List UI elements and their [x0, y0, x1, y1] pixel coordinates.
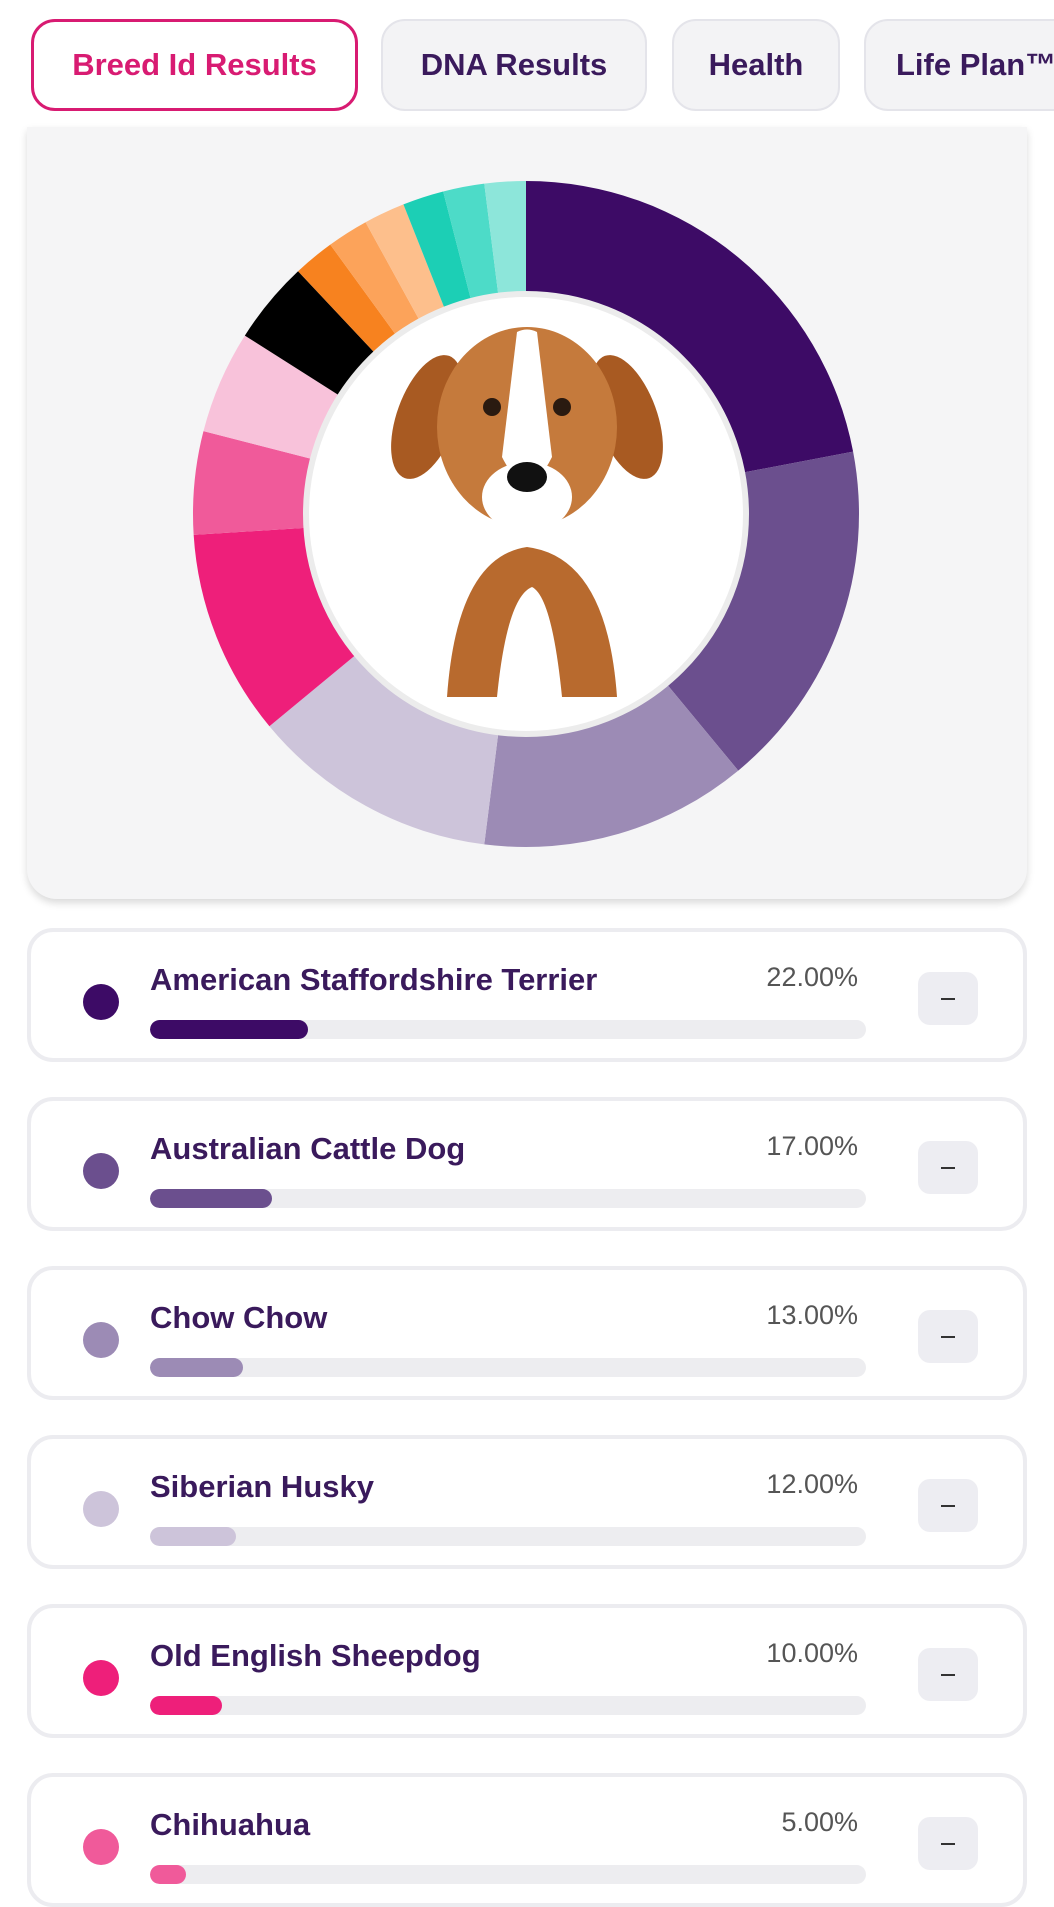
donut-segment [269, 647, 500, 845]
collapse-button[interactable] [918, 1141, 978, 1194]
breed-percent: 13.00% [766, 1300, 858, 1330]
breed-row: Chihuahua 5.00% [27, 1773, 1027, 1907]
color-dot [83, 1322, 119, 1358]
breed-name: Australian Cattle Dog [150, 1131, 466, 1166]
breed-row: Old English Sheepdog 10.00% [27, 1604, 1027, 1738]
breed-percent: 12.00% [766, 1469, 858, 1499]
breed-row: Australian Cattle Dog 17.00% [27, 1097, 1027, 1231]
donut-segment [403, 191, 474, 319]
progress-track [150, 1865, 866, 1884]
breed-name: Chow Chow [150, 1300, 328, 1335]
progress-bar [150, 1020, 308, 1039]
breed-percent: 5.00% [781, 1807, 858, 1837]
donut-segment [193, 431, 323, 535]
breed-name: Siberian Husky [150, 1469, 374, 1504]
progress-track [150, 1696, 866, 1715]
progress-bar [150, 1865, 186, 1884]
progress-track [150, 1527, 866, 1546]
chart-card [27, 127, 1027, 899]
color-dot [83, 1829, 119, 1865]
progress-bar [150, 1527, 236, 1546]
tab[interactable]: Breed Id Results [31, 19, 358, 111]
color-dot [83, 1491, 119, 1527]
collapse-button[interactable] [918, 1817, 978, 1870]
color-dot [83, 984, 119, 1020]
color-dot [83, 1660, 119, 1696]
donut-segment [484, 675, 739, 848]
collapse-button[interactable] [918, 1310, 978, 1363]
progress-bar [150, 1189, 272, 1208]
breed-row: American Staffordshire Terrier 22.00% [27, 928, 1027, 1062]
tab[interactable]: DNA Results [381, 19, 647, 111]
donut-segment [244, 271, 383, 402]
donut-segment [526, 181, 854, 475]
progress-bar [150, 1696, 222, 1715]
progress-track [150, 1358, 866, 1377]
tab[interactable]: Life Plan™ [864, 19, 1054, 111]
dog-photo [391, 327, 663, 697]
progress-track [150, 1189, 866, 1208]
donut-segment [443, 183, 500, 311]
collapse-button[interactable] [918, 972, 978, 1025]
donut-segment [659, 451, 860, 771]
donut-segment [298, 244, 403, 361]
collapse-button[interactable] [918, 1648, 978, 1701]
breed-name: Old English Sheepdog [150, 1638, 481, 1673]
donut-segment [330, 222, 425, 345]
collapse-button[interactable] [918, 1479, 978, 1532]
donut-segment [203, 335, 349, 462]
color-dot [83, 1153, 119, 1189]
donut-chart [193, 181, 860, 848]
breed-percent: 22.00% [766, 962, 858, 992]
breed-row: Chow Chow 13.00% [27, 1266, 1027, 1400]
breed-name: American Staffordshire Terrier [150, 962, 598, 997]
donut-segment [365, 204, 449, 330]
breed-row: Siberian Husky 12.00% [27, 1435, 1027, 1569]
donut-segment [484, 181, 526, 306]
progress-track [150, 1020, 866, 1039]
tab[interactable]: Health [672, 19, 840, 111]
progress-bar [150, 1358, 244, 1377]
tab-bar: Breed Id Results DNA Results Health Life… [0, 0, 1054, 125]
breed-percent: 17.00% [766, 1131, 858, 1161]
breed-percent: 10.00% [766, 1638, 858, 1668]
breed-name: Chihuahua [150, 1807, 311, 1842]
